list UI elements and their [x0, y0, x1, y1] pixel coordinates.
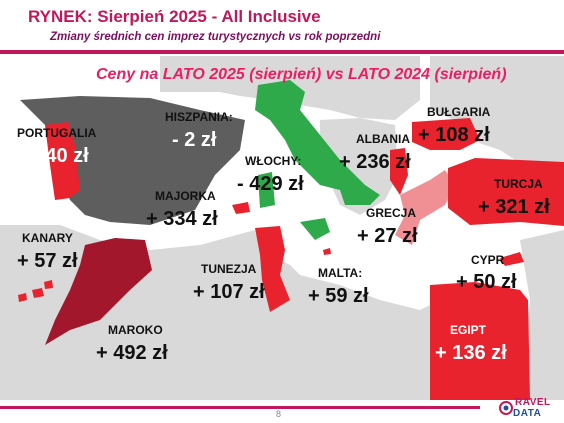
page-title: RYNEK: Sierpień 2025 - All Inclusive: [28, 7, 321, 26]
region-mallorca: [232, 202, 250, 214]
region-label-kanary: KANARY: [22, 231, 73, 245]
region-label-tunezja: TUNEZJA: [201, 262, 257, 276]
region-canaries-3: [44, 280, 53, 289]
chart-title: Ceny na LATO 2025 (sierpień) vs LATO 202…: [96, 66, 507, 83]
region-label-portugalia: PORTUGALIA: [17, 126, 97, 140]
region-value-wlochy: - 429 zł: [237, 173, 304, 195]
region-portugal: [45, 122, 80, 200]
region-canaries-2: [32, 288, 44, 298]
region-cyprus: [500, 252, 524, 266]
region-value-hiszpania: - 2 zł: [172, 129, 217, 151]
region-value-albania: + 236 zł: [339, 151, 411, 173]
region-greece: [395, 170, 455, 245]
logo-text-top: RAVEL: [515, 397, 551, 408]
region-malta: [323, 248, 331, 255]
region-value-kanary: + 57 zł: [17, 250, 78, 272]
land-balkans: [320, 118, 398, 215]
region-value-egipt: + 136 zł: [435, 342, 507, 364]
header-divider: [0, 50, 564, 54]
region-value-bulgaria: + 108 zł: [418, 124, 490, 146]
map: [0, 56, 564, 400]
region-label-albania: ALBANIA: [356, 132, 410, 146]
region-label-cypr: CYPR: [471, 253, 505, 267]
logo-mark-icon: [499, 401, 513, 415]
region-turkey: [448, 158, 564, 226]
region-label-majorka: MAJORKA: [155, 189, 216, 203]
region-value-tunezja: + 107 zł: [193, 281, 265, 303]
region-label-maroko: MAROKO: [108, 323, 163, 337]
region-label-malta: MALTA:: [318, 266, 363, 280]
region-value-portugalia: + 240 zł: [17, 145, 89, 167]
region-sardinia: [258, 172, 275, 208]
region-bulgaria: [412, 118, 480, 150]
land-east: [430, 56, 564, 180]
region-value-malta: + 59 zł: [308, 285, 369, 307]
page-subtitle: Zmiany średnich cen imprez turystycznych…: [50, 31, 381, 43]
region-value-turcja: + 321 zł: [478, 196, 550, 218]
map-svg: [0, 56, 564, 400]
land-levant: [520, 230, 564, 400]
ravel-data-logo: RAVEL DATA: [497, 396, 561, 422]
region-value-cypr: + 50 zł: [456, 271, 517, 293]
region-label-egipt: EGIPT: [450, 323, 487, 337]
region-egypt: [430, 282, 530, 400]
region-morocco: [45, 238, 152, 345]
region-value-grecja: + 27 zł: [357, 225, 418, 247]
region-label-bulgaria: BUŁGARIA: [427, 105, 491, 119]
region-label-wlochy: WŁOCHY:: [245, 154, 302, 168]
region-value-maroko: + 492 zł: [96, 342, 168, 364]
region-canaries-1: [18, 293, 27, 302]
region-sicily: [300, 218, 330, 240]
region-albania: [390, 148, 408, 195]
region-label-grecja: GRECJA: [366, 206, 417, 220]
region-tunisia: [255, 226, 290, 312]
logo-text-bottom: DATA: [513, 408, 542, 419]
region-value-majorka: + 334 zł: [146, 208, 218, 230]
region-italy: [255, 80, 380, 205]
footer-divider: [0, 406, 480, 409]
region-label-turcja: TURCJA: [494, 177, 543, 191]
page-number: 8: [276, 409, 282, 419]
region-label-hiszpania: HISZPANIA:: [165, 110, 233, 124]
